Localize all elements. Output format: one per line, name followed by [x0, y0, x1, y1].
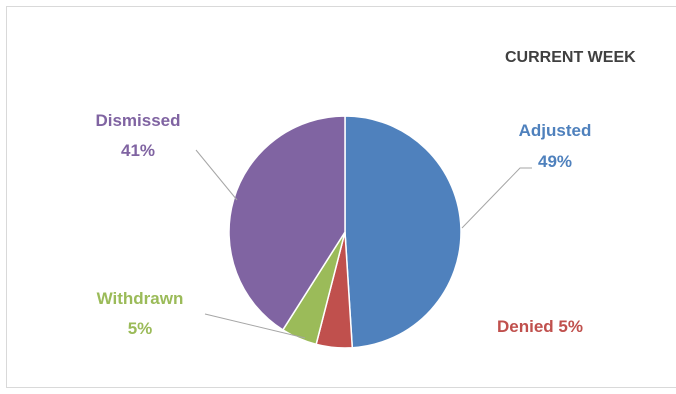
- chart-title: CURRENT WEEK: [505, 49, 636, 66]
- slice-labels: Adjusted 49% Denied 5% Withdrawn 5% Dismissed…: [95, 111, 591, 338]
- leader-line-adjusted: [461, 167, 532, 229]
- slice-label-dismissed: Dismissed: [95, 111, 180, 130]
- slice-label-withdrawn: Withdrawn: [97, 289, 184, 308]
- pie-slices: [228, 115, 462, 349]
- slice-percent-withdrawn: 5%: [128, 319, 153, 338]
- leader-line-dismissed: [195, 149, 238, 201]
- slice-percent-dismissed: 41%: [121, 141, 155, 160]
- pie-slice-dismissed: [228, 115, 346, 331]
- pie-slice-adjusted: [344, 115, 462, 349]
- leader-line-withdrawn: [204, 313, 306, 339]
- slice-label-denied: Denied 5%: [497, 317, 583, 336]
- slice-label-adjusted: Adjusted: [519, 121, 592, 140]
- slice-percent-adjusted: 49%: [538, 152, 572, 171]
- leader-lines: [195, 149, 532, 339]
